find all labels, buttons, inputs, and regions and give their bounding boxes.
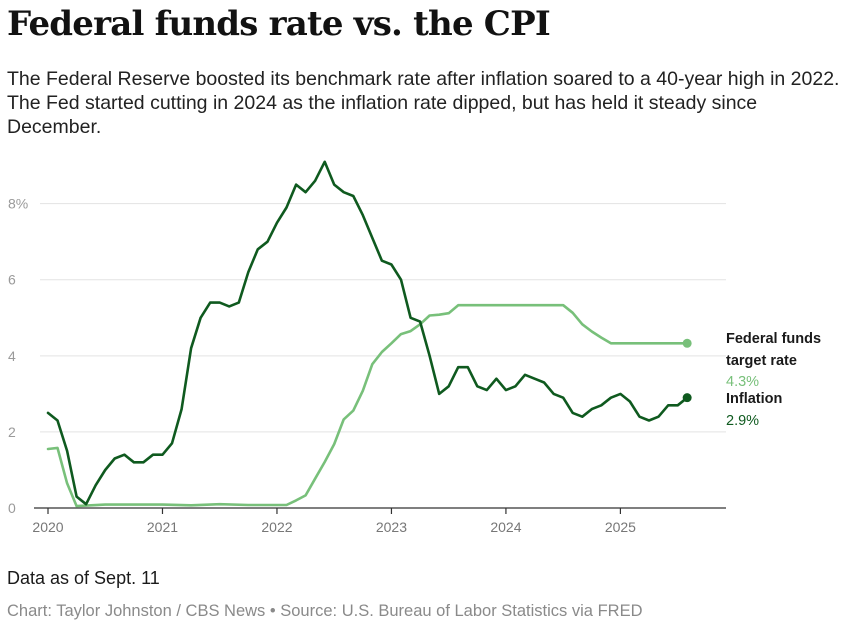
y-tick-label: 6 xyxy=(8,272,16,288)
fed_rate-value-label: 4.3% xyxy=(726,374,759,390)
inflation-line xyxy=(46,160,689,506)
series-lines xyxy=(46,160,692,508)
x-tick-label: 2023 xyxy=(376,519,407,535)
x-tick-label: 2021 xyxy=(147,519,178,535)
fed_rate-end-point xyxy=(682,338,692,348)
fed_rate-name-label: Federal funds xyxy=(726,331,821,347)
grid-lines xyxy=(34,203,726,509)
y-tick-label: 0 xyxy=(8,500,16,516)
x-axis-ticks: 2020 2021 2022 2023 2024 2025 xyxy=(32,508,636,535)
inflation-value-label: 2.9% xyxy=(726,413,759,429)
y-axis-ticks: 0 2 4 6 8% xyxy=(8,196,28,516)
x-tick-label: 2022 xyxy=(261,519,292,535)
y-tick-label: 4 xyxy=(8,348,16,364)
chart-subtitle: The Federal Reserve boosted its benchmar… xyxy=(7,68,840,138)
chart-title: Federal funds rate vs. the CPI xyxy=(7,4,551,44)
x-tick-label: 2025 xyxy=(605,519,636,535)
series-end-labels: Federal funds target rate 4.3%Inflation 2.9… xyxy=(726,331,821,429)
data-as-of-note: Data as of Sept. 11 xyxy=(7,568,160,588)
y-tick-label: 8% xyxy=(8,196,28,212)
y-tick-label: 2 xyxy=(8,424,16,440)
inflation-name-label: Inflation xyxy=(726,391,782,407)
line-chart: 0 2 4 6 8% 2020 2021 2022 2023 2024 2025 Federal … xyxy=(8,160,821,535)
x-tick-label: 2020 xyxy=(32,519,63,535)
fed_rate-name-label: target rate xyxy=(726,353,797,369)
x-tick-label: 2024 xyxy=(490,519,521,535)
inflation-end-point xyxy=(682,393,692,403)
source-credit: Chart: Taylor Johnston / CBS News • Sour… xyxy=(7,602,643,620)
fed_rate-line xyxy=(46,303,689,508)
